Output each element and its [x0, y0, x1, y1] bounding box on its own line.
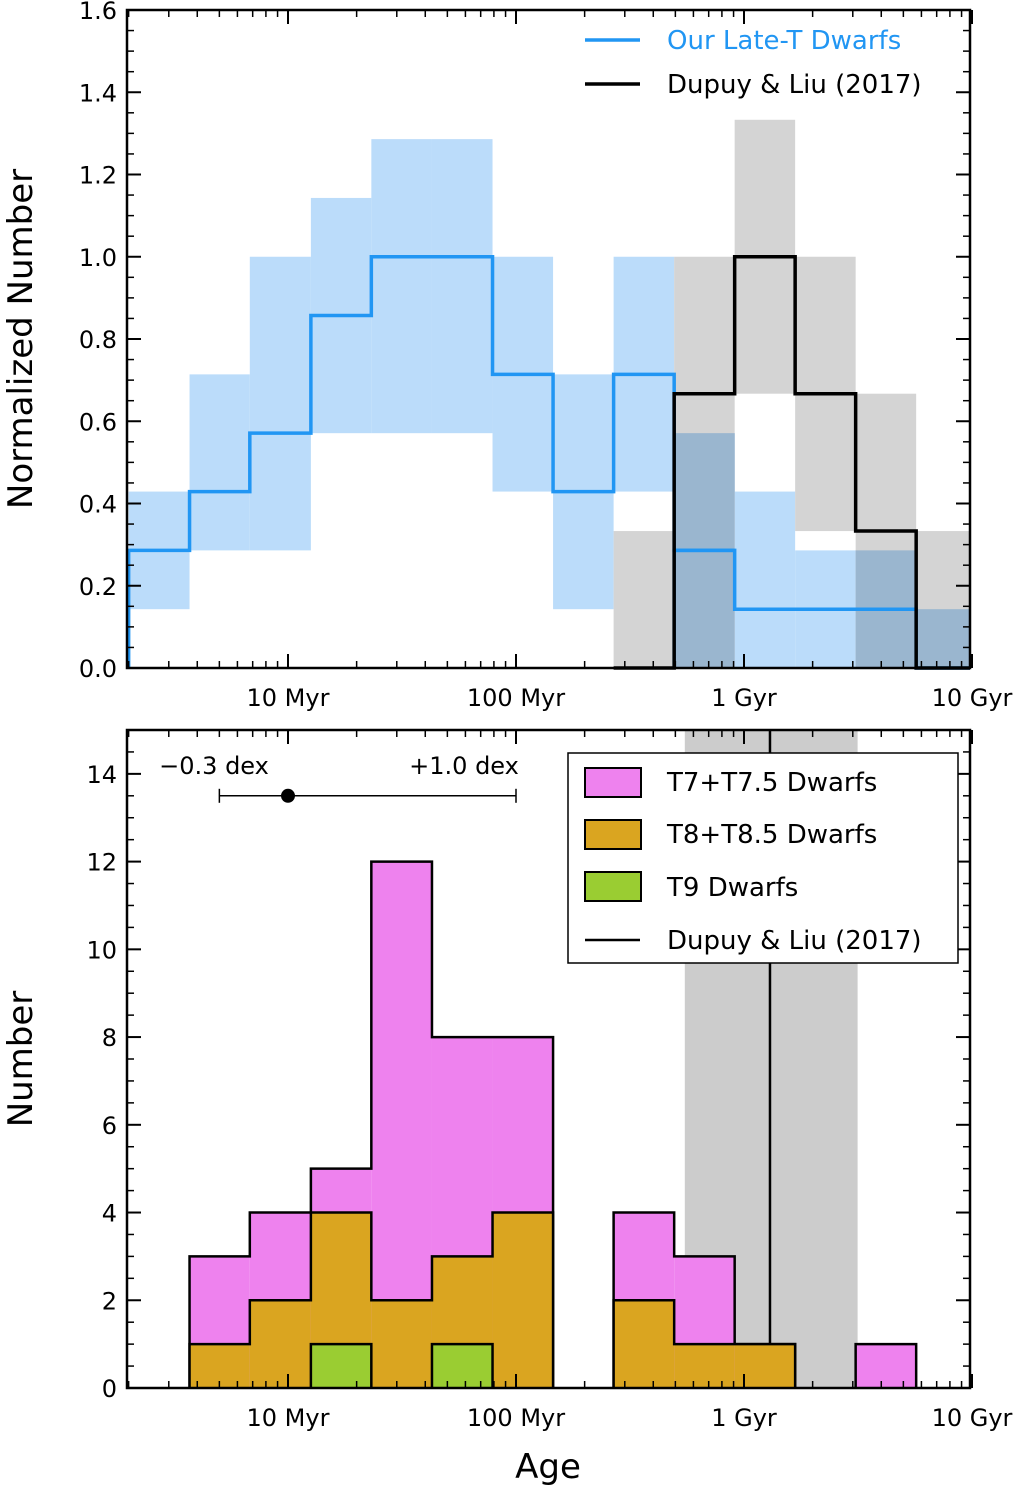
errorbar-label-low: −0.3 dex: [159, 752, 269, 780]
y-tick-label: 6: [102, 1112, 117, 1140]
bottom-panel: 0 2 4 6 8 10 12 14 10 Myr 100 Myr 1 Gyr 10 Gyr Num…: [1, 728, 1013, 1487]
y-tick-label: 0.2: [79, 573, 117, 601]
uncertainty-band-0-1: [189, 374, 250, 551]
bottom-x-axis-title: Age: [515, 1447, 581, 1487]
top-bands: [128, 119, 970, 668]
y-tick-label: 8: [102, 1024, 117, 1052]
step-line-0: [126, 255, 735, 668]
y-tick-label: 1.0: [79, 244, 117, 272]
x-tick-label: 100 Myr: [467, 1404, 565, 1432]
bar-fill-1-0: [189, 1344, 250, 1388]
y-tick-label: 4: [102, 1200, 117, 1228]
bottom-bars: [188, 860, 918, 1388]
errorbar: [218, 788, 517, 803]
errorbar-point: [281, 788, 295, 803]
legend-label-dupuy-liu-top: Dupuy & Liu (2017): [667, 70, 922, 100]
bottom-ticks: [127, 730, 973, 1389]
legend-label-our-late-t: Our Late-T Dwarfs: [667, 26, 901, 56]
y-tick-label: 14: [86, 761, 117, 789]
uncertainty-band-2-0: [613, 531, 675, 668]
legend-label-dupuy-liu-bottom: Dupuy & Liu (2017): [667, 926, 922, 956]
bar-fill-2-4: [431, 1344, 493, 1388]
step-line-2: [613, 255, 970, 670]
legend-label-t7: T7+T7.5 Dwarfs: [666, 768, 877, 798]
y-tick-label: 2: [102, 1287, 117, 1315]
bottom-ytick-labels: 0 2 4 6 8 10 12 14: [86, 761, 117, 1403]
top-ytick-labels: 0.0 0.2 0.4 0.6 0.8 1.0 1.2 1.4 1.6: [79, 0, 117, 683]
uncertainty-band-0-2: [249, 256, 311, 551]
x-tick-label: 1 Gyr: [711, 1404, 777, 1432]
y-tick-label: 12: [86, 849, 117, 877]
y-tick-label: 1.2: [79, 162, 117, 190]
x-tick-label: 10 Gyr: [932, 684, 1013, 712]
y-tick-label: 0.8: [79, 326, 117, 354]
y-tick-label: 1.6: [79, 0, 117, 25]
x-tick-label: 10 Myr: [247, 1404, 330, 1432]
legend-label-t9: T9 Dwarfs: [666, 873, 798, 903]
x-tick-label: 10 Gyr: [932, 1404, 1013, 1432]
y-tick-label: 0.0: [79, 655, 117, 683]
uncertainty-band-0-4: [371, 139, 432, 434]
y-tick-label: 1.4: [79, 79, 117, 107]
top-ticks: [127, 9, 973, 669]
x-tick-label: 100 Myr: [467, 684, 565, 712]
top-xtick-labels: 10 Myr 100 Myr 1 Gyr 10 Gyr: [247, 684, 1013, 712]
y-tick-label: 10: [86, 936, 117, 964]
errorbar-label-high: +1.0 dex: [409, 752, 519, 780]
bar-fill-1-5: [492, 1212, 554, 1388]
top-lines: [126, 255, 970, 670]
x-tick-label: 1 Gyr: [711, 684, 777, 712]
top-y-axis-title: Normalized Number: [1, 169, 41, 509]
bar-outline-1: [188, 1211, 797, 1388]
uncertainty-band-0-5: [431, 139, 493, 434]
band-overlap: [916, 609, 970, 668]
bottom-y-axis-title: Number: [1, 991, 41, 1128]
y-tick-label: 0.4: [79, 491, 117, 519]
bar-fill-2-2: [310, 1344, 372, 1388]
bar-fill-1-8: [674, 1344, 735, 1388]
top-legend: Our Late-T Dwarfs Dupuy & Liu (2017): [585, 26, 922, 100]
bottom-legend: T7+T7.5 Dwarfs T8+T8.5 Dwarfs T9 Dwarfs …: [567, 752, 959, 964]
uncertainty-band-1-1: [734, 491, 796, 668]
bar-fill-1-3: [371, 1300, 432, 1388]
x-tick-label: 10 Myr: [247, 684, 330, 712]
top-panel: 0.0 0.2 0.4 0.6 0.8 1.0 1.2 1.4 1.6 10 Myr 100 My…: [1, 0, 1013, 712]
bar-fill-1-7: [613, 1300, 675, 1388]
bottom-xtick-labels: 10 Myr 100 Myr 1 Gyr 10 Gyr: [247, 1404, 1013, 1432]
legend-swatch-t8: [584, 819, 642, 850]
legend-swatch-t9: [584, 871, 642, 902]
y-tick-label: 0: [102, 1375, 117, 1403]
y-tick-label: 0.6: [79, 408, 117, 436]
legend-swatch-t7: [584, 767, 642, 798]
bar-fill-1-1: [249, 1300, 311, 1388]
bar-fill-0-11: [855, 1344, 917, 1388]
legend-label-t8: T8+T8.5 Dwarfs: [666, 820, 877, 850]
bar-outline-2: [309, 1342, 494, 1388]
